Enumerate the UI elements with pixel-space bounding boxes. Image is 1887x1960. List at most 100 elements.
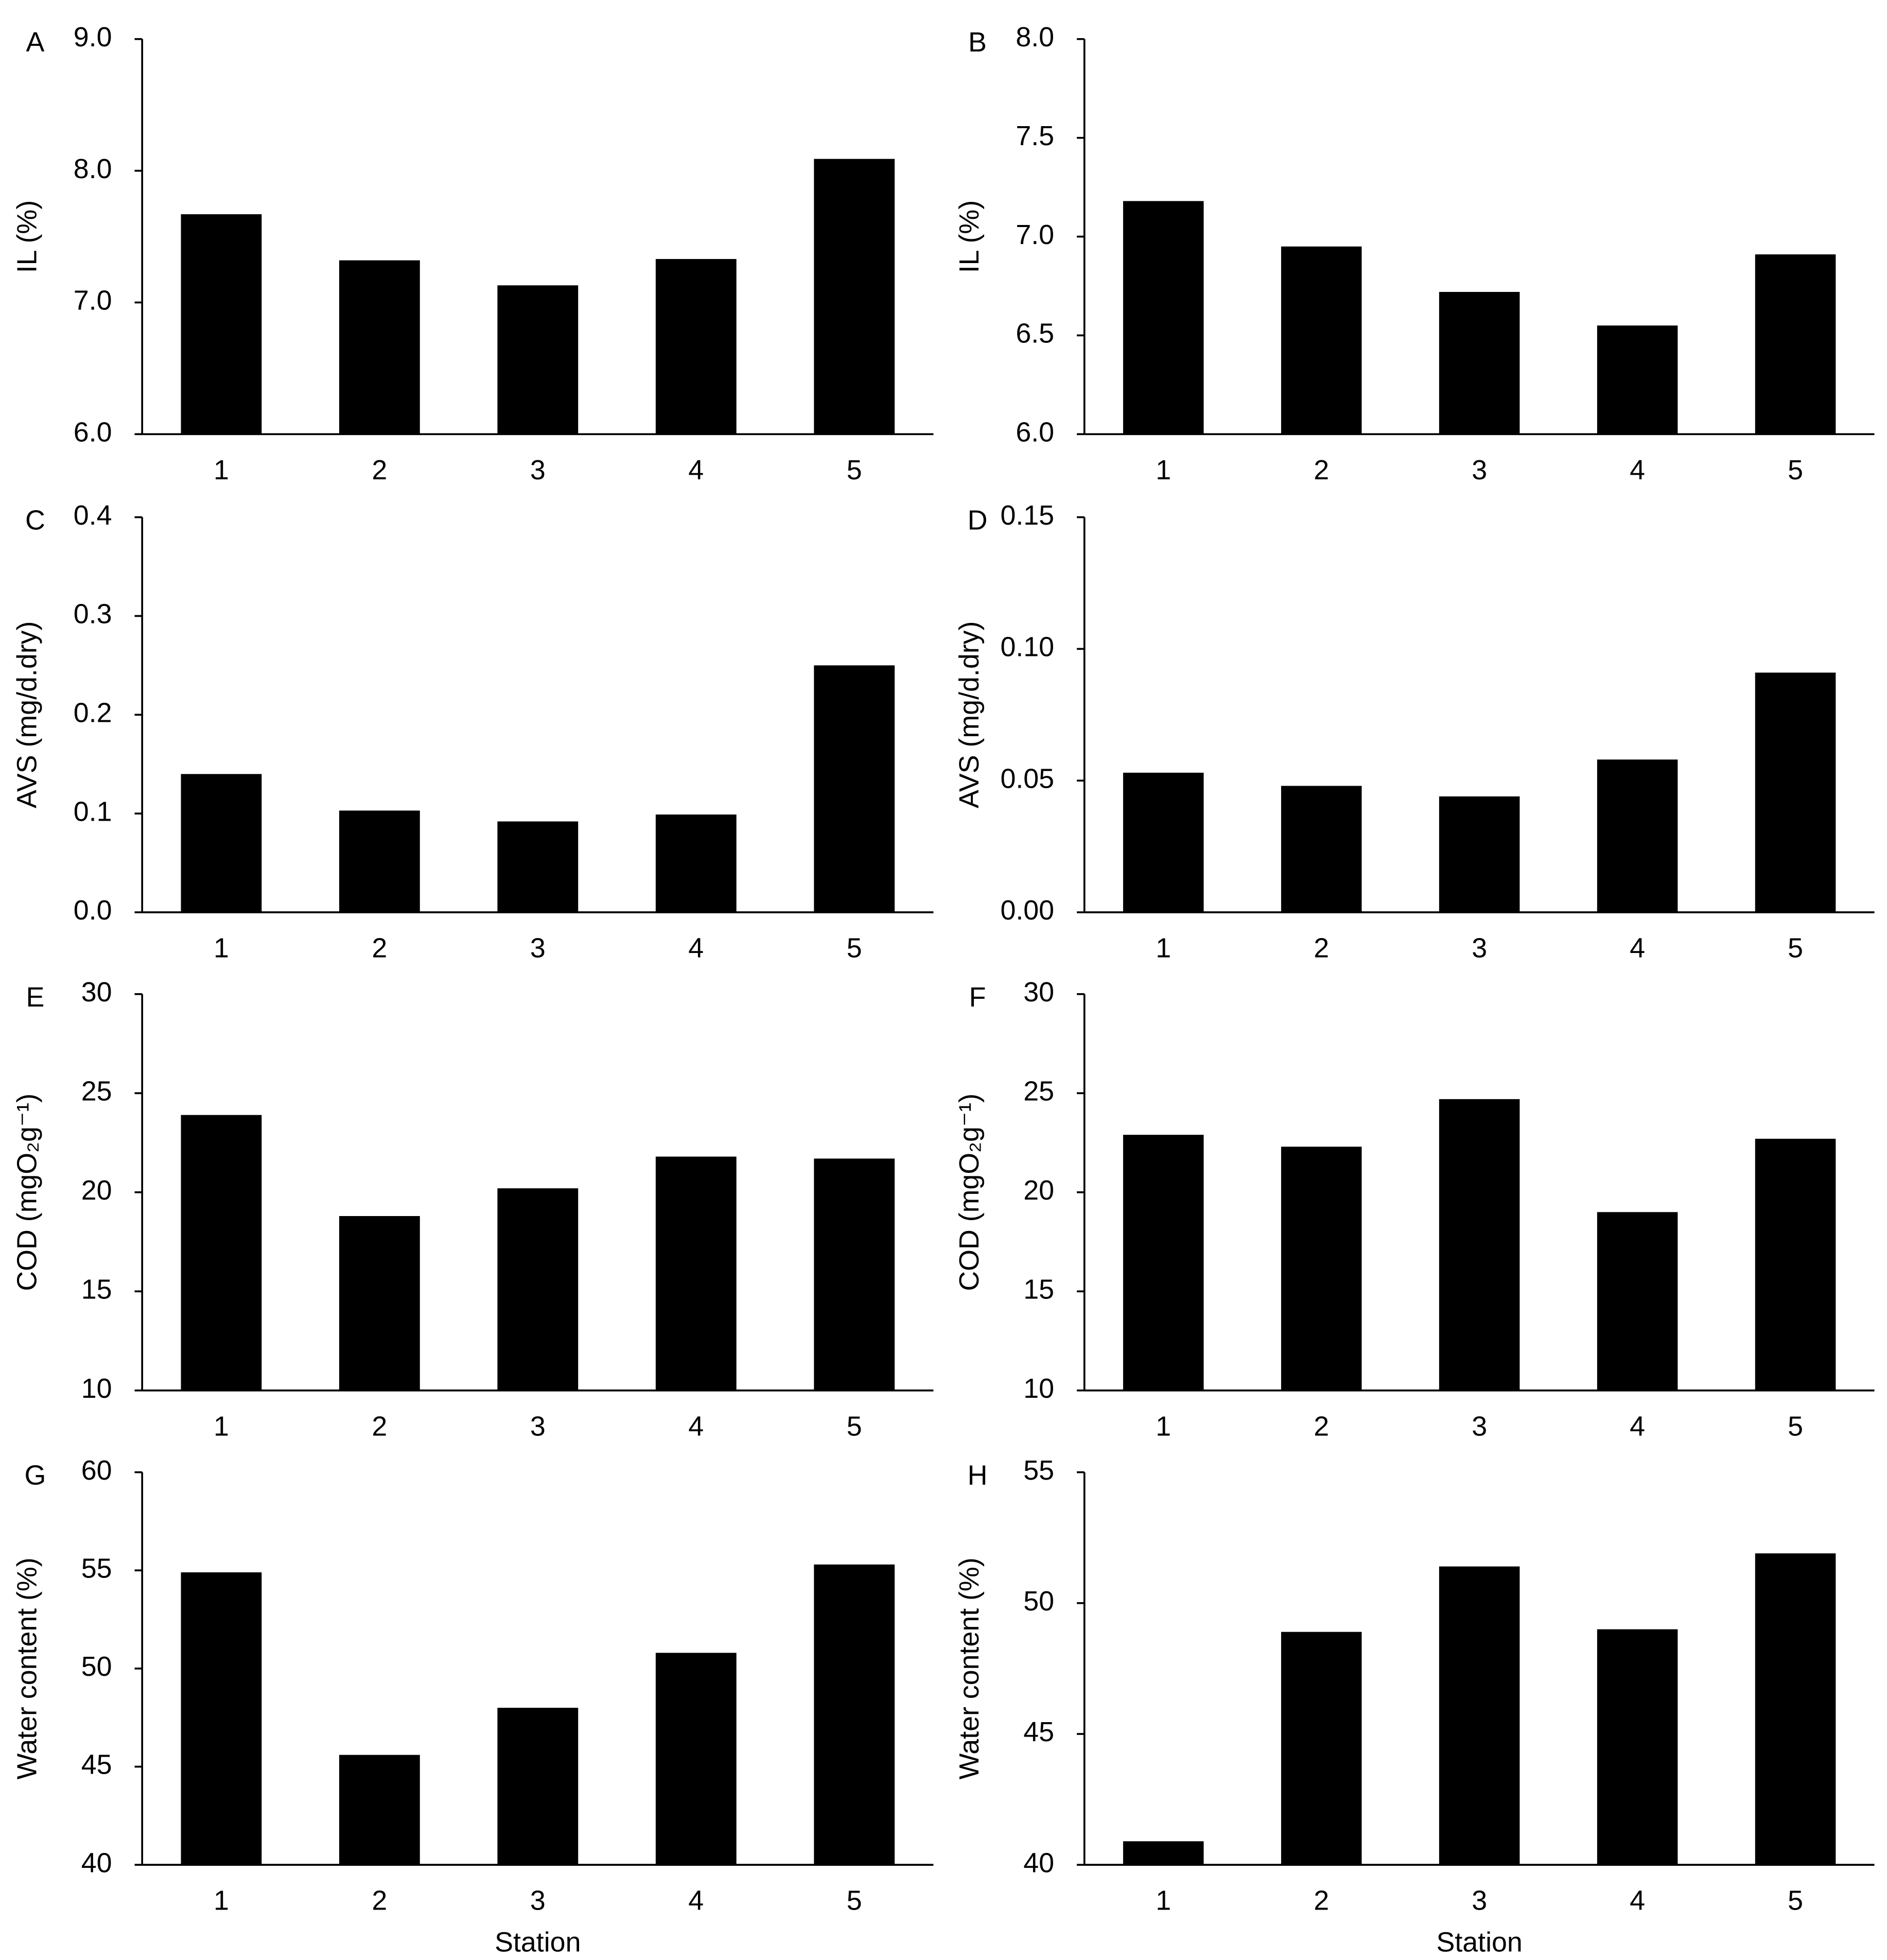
x-axis-title: Station [1436, 1927, 1522, 1957]
panel-label: A [26, 27, 45, 58]
y-tick-label: 0.4 [74, 500, 112, 531]
y-tick-label: 30 [1023, 977, 1054, 1008]
x-tick-label: 5 [847, 933, 862, 964]
y-axis-title: AVS (mg/d.dry) [954, 621, 985, 808]
x-tick-label: 2 [1314, 1411, 1329, 1442]
bar [1123, 1841, 1204, 1865]
y-tick-label: 7.0 [74, 285, 112, 316]
y-tick-label: 15 [81, 1274, 112, 1305]
x-tick-label: 4 [688, 1885, 704, 1916]
bar [1755, 1138, 1836, 1391]
bar [181, 1572, 262, 1865]
y-tick-label: 0.0 [74, 895, 112, 926]
y-tick-label: 30 [81, 977, 112, 1008]
x-tick-label: 1 [1156, 933, 1171, 964]
x-tick-label: 4 [688, 1411, 704, 1442]
y-tick-label: 45 [1023, 1716, 1054, 1747]
panel-label: G [25, 1460, 46, 1491]
y-tick-label: 20 [81, 1175, 112, 1206]
x-tick-label: 4 [1630, 1411, 1645, 1442]
bar [181, 1115, 262, 1391]
bar [497, 285, 579, 435]
x-axis-title: Station [495, 1927, 581, 1957]
bar [339, 260, 420, 435]
bar [1755, 1553, 1836, 1865]
x-tick-label: 2 [372, 1411, 387, 1442]
y-tick-label: 60 [81, 1455, 112, 1486]
x-tick-label: 5 [1788, 1411, 1803, 1442]
x-tick-label: 3 [1472, 1885, 1487, 1916]
bar [1439, 1566, 1520, 1865]
y-tick-label: 7.0 [1016, 219, 1054, 250]
bar [1439, 1099, 1520, 1391]
x-tick-label: 2 [372, 1885, 387, 1916]
x-tick-label: 1 [1156, 455, 1171, 485]
y-tick-label: 40 [81, 1847, 112, 1878]
panel-label: E [26, 982, 45, 1013]
y-tick-label: 6.5 [1016, 318, 1054, 349]
x-tick-label: 2 [1314, 455, 1329, 485]
y-tick-label: 25 [1023, 1076, 1054, 1107]
bar [497, 821, 579, 913]
y-tick-label: 0.15 [1000, 500, 1054, 531]
bar [1597, 1629, 1678, 1865]
x-tick-label: 1 [214, 455, 229, 485]
bar [339, 810, 420, 913]
bar [814, 1158, 895, 1391]
x-tick-label: 5 [847, 1411, 862, 1442]
bar [814, 665, 895, 913]
x-tick-label: 2 [1314, 933, 1329, 964]
y-tick-label: 8.0 [1016, 22, 1054, 53]
x-tick-label: 5 [847, 1885, 862, 1916]
bar [497, 1188, 579, 1391]
y-tick-label: 7.5 [1016, 120, 1054, 151]
bar [1281, 1632, 1362, 1865]
x-tick-label: 5 [1788, 933, 1803, 964]
bar [1597, 759, 1678, 913]
y-tick-label: 55 [81, 1553, 112, 1584]
x-tick-label: 5 [1788, 455, 1803, 485]
panel-label: D [968, 505, 988, 536]
y-tick-label: 0.2 [74, 698, 112, 729]
y-axis-title: COD (mgO₂g⁻¹) [11, 1094, 42, 1291]
y-tick-label: 0.05 [1000, 763, 1054, 794]
bar [497, 1708, 579, 1865]
x-tick-label: 2 [372, 933, 387, 964]
y-tick-label: 6.0 [74, 417, 112, 447]
y-tick-label: 20 [1023, 1175, 1054, 1206]
panel-label: F [969, 982, 986, 1013]
x-tick-label: 4 [1630, 933, 1645, 964]
x-tick-label: 3 [530, 455, 546, 485]
y-tick-label: 15 [1023, 1274, 1054, 1305]
y-tick-label: 9.0 [74, 22, 112, 53]
y-tick-label: 55 [1023, 1455, 1054, 1486]
y-tick-label: 0.1 [74, 796, 112, 827]
y-tick-label: 25 [81, 1076, 112, 1107]
x-tick-label: 4 [1630, 455, 1645, 485]
bar [1123, 1135, 1204, 1391]
x-tick-label: 4 [1630, 1885, 1645, 1916]
x-tick-label: 4 [688, 933, 704, 964]
x-tick-label: 3 [1472, 1411, 1487, 1442]
x-tick-label: 3 [530, 1885, 546, 1916]
x-tick-label: 1 [1156, 1411, 1171, 1442]
bar [1755, 254, 1836, 435]
bar [339, 1216, 420, 1391]
bar [1281, 246, 1362, 435]
panel-label: C [25, 505, 45, 536]
bar [1597, 1212, 1678, 1391]
x-tick-label: 1 [214, 1411, 229, 1442]
x-tick-label: 3 [530, 933, 546, 964]
y-axis-title: Water content (%) [11, 1557, 42, 1779]
y-tick-label: 10 [81, 1373, 112, 1404]
bar [1281, 786, 1362, 913]
bar [814, 159, 895, 435]
y-tick-label: 6.0 [1016, 417, 1054, 447]
y-tick-label: 0.10 [1000, 632, 1054, 663]
x-tick-label: 5 [847, 455, 862, 485]
x-tick-label: 1 [214, 933, 229, 964]
bar [1439, 796, 1520, 913]
bar [1123, 201, 1204, 435]
